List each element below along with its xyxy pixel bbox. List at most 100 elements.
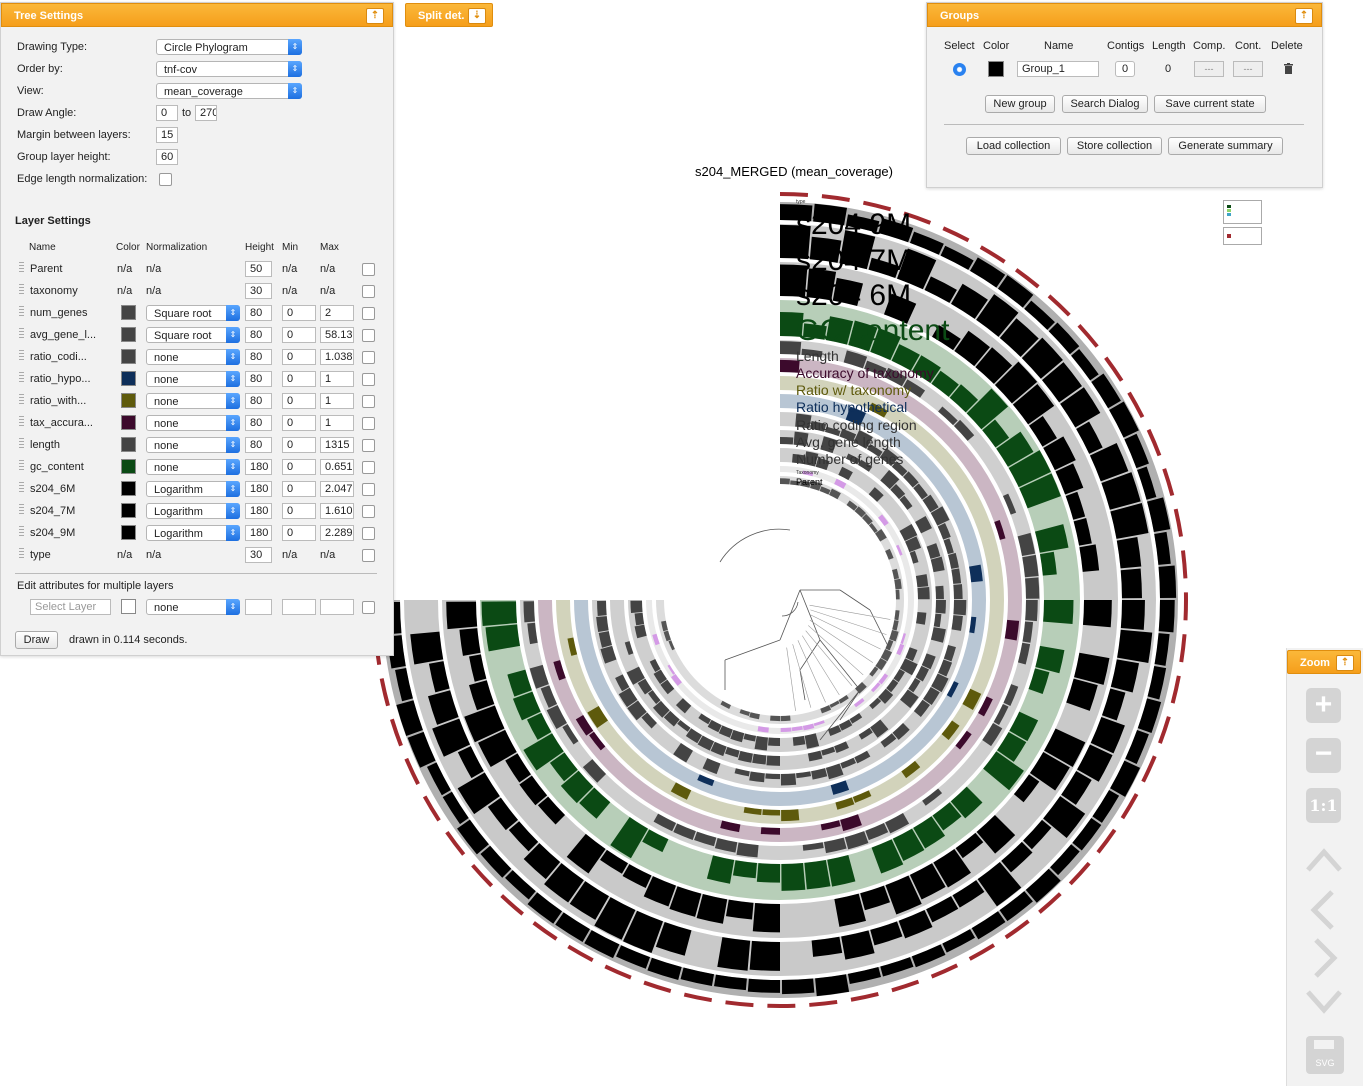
layer-color-swatch[interactable] bbox=[121, 437, 136, 452]
zoom-in-button[interactable]: + bbox=[1306, 688, 1341, 723]
layer-height-input[interactable]: 180 bbox=[245, 503, 272, 519]
layer-max-input[interactable]: 1 bbox=[320, 415, 354, 431]
layer-norm-select[interactable]: none ⇕ bbox=[146, 371, 240, 387]
layer-height-input[interactable]: 80 bbox=[245, 349, 272, 365]
layer-color-swatch[interactable] bbox=[121, 525, 136, 540]
layer-checkbox[interactable] bbox=[362, 461, 375, 474]
drag-handle-icon[interactable] bbox=[19, 482, 24, 494]
group-name-input[interactable]: Group_1 bbox=[1017, 61, 1099, 77]
layer-norm-select[interactable]: none ⇕ bbox=[146, 459, 240, 475]
layer-min-input[interactable]: 0 bbox=[282, 349, 316, 365]
layer-norm-select[interactable]: none ⇕ bbox=[146, 415, 240, 431]
layer-color-swatch[interactable] bbox=[121, 459, 136, 474]
load-collection-button[interactable]: Load collection bbox=[966, 137, 1061, 155]
zoom-reset-button[interactable]: 1:1 bbox=[1306, 788, 1341, 823]
save-svg-icon[interactable]: SVG bbox=[1306, 1036, 1344, 1074]
layer-checkbox[interactable] bbox=[362, 351, 375, 364]
groups-header[interactable]: Groups ⇡ bbox=[927, 3, 1322, 27]
multi-min-input[interactable] bbox=[282, 599, 316, 615]
group-height-input[interactable]: 60 bbox=[156, 149, 178, 165]
search-dialog-button[interactable]: Search Dialog bbox=[1062, 95, 1148, 113]
drag-handle-icon[interactable] bbox=[19, 394, 24, 406]
layer-min-input[interactable]: 0 bbox=[282, 371, 316, 387]
save-state-button[interactable]: Save current state bbox=[1154, 95, 1266, 113]
layer-checkbox[interactable] bbox=[362, 373, 375, 386]
select-layer-input[interactable]: Select Layer bbox=[30, 599, 111, 615]
layer-min-input[interactable]: 0 bbox=[282, 459, 316, 475]
store-collection-button[interactable]: Store collection bbox=[1067, 137, 1162, 155]
drag-handle-icon[interactable] bbox=[19, 460, 24, 472]
layer-norm-select[interactable]: Logarithm ⇕ bbox=[146, 481, 240, 497]
layer-color-swatch[interactable] bbox=[121, 349, 136, 364]
trash-icon[interactable] bbox=[1284, 63, 1293, 74]
drag-handle-icon[interactable] bbox=[19, 438, 24, 450]
layer-checkbox[interactable] bbox=[362, 285, 375, 298]
layer-color-swatch[interactable] bbox=[121, 503, 136, 518]
layer-color-swatch[interactable] bbox=[121, 415, 136, 430]
legend-group-box[interactable] bbox=[1223, 227, 1262, 245]
margin-input[interactable]: 15 bbox=[156, 127, 178, 143]
layer-color-swatch[interactable] bbox=[121, 327, 136, 342]
layer-checkbox[interactable] bbox=[362, 329, 375, 342]
drag-handle-icon[interactable] bbox=[19, 504, 24, 516]
layer-max-input[interactable]: 2.289 bbox=[320, 525, 354, 541]
layer-max-input[interactable]: 1.610 bbox=[320, 503, 354, 519]
layer-norm-select[interactable]: none ⇕ bbox=[146, 393, 240, 409]
zoom-out-button[interactable]: − bbox=[1306, 738, 1341, 773]
layer-checkbox[interactable] bbox=[362, 483, 375, 496]
multi-norm-select[interactable]: none ⇕ bbox=[146, 599, 240, 615]
layer-checkbox[interactable] bbox=[362, 307, 375, 320]
layer-min-input[interactable]: 0 bbox=[282, 393, 316, 409]
drag-handle-icon[interactable] bbox=[19, 328, 24, 340]
layer-max-input[interactable]: 1 bbox=[320, 393, 354, 409]
layer-height-input[interactable]: 80 bbox=[245, 305, 272, 321]
draw-angle-to-input[interactable]: 270 bbox=[195, 105, 217, 121]
layer-max-input[interactable]: 2 bbox=[320, 305, 354, 321]
layer-height-input[interactable]: 180 bbox=[245, 459, 272, 475]
layer-height-input[interactable]: 180 bbox=[245, 481, 272, 497]
layer-max-input[interactable]: 1 bbox=[320, 371, 354, 387]
new-group-button[interactable]: New group bbox=[985, 95, 1055, 113]
order-by-select[interactable]: tnf-cov ⇕ bbox=[156, 61, 302, 77]
group-color-swatch[interactable] bbox=[988, 61, 1004, 77]
layer-min-input[interactable]: 0 bbox=[282, 481, 316, 497]
draw-button[interactable]: Draw bbox=[15, 631, 58, 649]
tree-settings-header[interactable]: Tree Settings ⇡ bbox=[1, 3, 393, 27]
layer-min-input[interactable]: 0 bbox=[282, 503, 316, 519]
drag-handle-icon[interactable] bbox=[19, 416, 24, 428]
layer-height-input[interactable]: 80 bbox=[245, 415, 272, 431]
pan-left-icon[interactable] bbox=[1306, 890, 1342, 930]
collapse-icon[interactable]: ⇡ bbox=[1336, 655, 1354, 671]
layer-checkbox[interactable] bbox=[362, 395, 375, 408]
multi-height-input[interactable] bbox=[245, 599, 272, 615]
layer-min-input[interactable]: 0 bbox=[282, 415, 316, 431]
layer-checkbox[interactable] bbox=[362, 439, 375, 452]
layer-color-swatch[interactable] bbox=[121, 371, 136, 386]
layer-min-input[interactable]: 0 bbox=[282, 305, 316, 321]
multi-checkbox[interactable] bbox=[362, 601, 375, 614]
collapse-icon[interactable]: ⇡ bbox=[1295, 8, 1313, 24]
layer-norm-select[interactable]: Square root ⇕ bbox=[146, 305, 240, 321]
drawing-type-select[interactable]: Circle Phylogram ⇕ bbox=[156, 39, 302, 55]
draw-angle-from-input[interactable]: 0 bbox=[156, 105, 178, 121]
zoom-header[interactable]: Zoom ⇡ bbox=[1287, 650, 1361, 674]
pan-right-icon[interactable] bbox=[1306, 938, 1342, 978]
collapse-icon[interactable]: ⇡ bbox=[366, 8, 384, 24]
generate-summary-button[interactable]: Generate summary bbox=[1168, 137, 1283, 155]
layer-norm-select[interactable]: none ⇕ bbox=[146, 349, 240, 365]
layer-height-input[interactable]: 50 bbox=[245, 261, 272, 277]
drag-handle-icon[interactable] bbox=[19, 372, 24, 384]
layer-max-input[interactable]: 1315 bbox=[320, 437, 354, 453]
view-select[interactable]: mean_coverage ⇕ bbox=[156, 83, 302, 99]
group-select-radio[interactable] bbox=[953, 63, 966, 76]
layer-height-input[interactable]: 30 bbox=[245, 547, 272, 563]
drag-handle-icon[interactable] bbox=[19, 306, 24, 318]
layer-height-input[interactable]: 80 bbox=[245, 371, 272, 387]
layer-norm-select[interactable]: Square root ⇕ bbox=[146, 327, 240, 343]
layer-norm-select[interactable]: Logarithm ⇕ bbox=[146, 503, 240, 519]
layer-max-input[interactable]: 58.13 bbox=[320, 327, 354, 343]
drag-handle-icon[interactable] bbox=[19, 526, 24, 538]
edge-norm-checkbox[interactable] bbox=[159, 173, 172, 186]
layer-color-swatch[interactable] bbox=[121, 305, 136, 320]
multi-max-input[interactable] bbox=[320, 599, 354, 615]
